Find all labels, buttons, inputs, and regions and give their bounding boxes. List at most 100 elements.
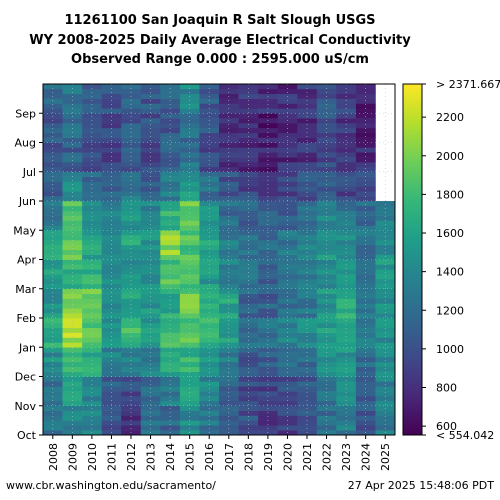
heatmap-cell-2020-Jul (277, 142, 298, 148)
heatmap-cell-2012-Jul (121, 166, 142, 173)
heatmap-cell-2014-May (160, 210, 181, 216)
heatmap-cell-2008-Oct (43, 425, 63, 431)
heatmap-cell-2017-Oct (219, 410, 239, 416)
heatmap-cell-2017-Feb (219, 298, 239, 304)
heatmap-cell-2019-Nov (258, 396, 278, 402)
heatmap-cell-2010-Aug (82, 132, 102, 138)
heatmap-cell-2011-Jul (101, 142, 122, 148)
footer-source-link[interactable]: www.cbr.washington.edu/sacramento/ (6, 479, 216, 492)
heatmap-cell-2016-Oct (199, 420, 220, 426)
heatmap-cell-2020-May (277, 215, 298, 221)
heatmap-cell-2013-Aug (140, 132, 161, 138)
heatmap-cell-2018-May (238, 220, 259, 226)
heatmap-cell-2020-Jul (277, 157, 298, 163)
y-tick-label: Apr (17, 254, 37, 267)
heatmap-cell-2014-Dec (160, 371, 181, 377)
heatmap-cell-2017-Nov (219, 396, 239, 402)
heatmap-cell-2024-Mar (355, 259, 376, 265)
heatmap-cell-2016-May (199, 215, 220, 221)
heatmap-cell-2012-Nov (121, 381, 142, 387)
heatmap-cell-2008-Dec (43, 366, 63, 372)
heatmap-cell-2024-Dec (355, 371, 376, 377)
heatmap-cell-2024-Jun (355, 176, 376, 182)
heatmap-cell-2020-Nov (277, 396, 298, 402)
heatmap-cell-2021-May (297, 201, 318, 207)
heatmap-cell-2017-Apr (219, 235, 239, 241)
chart-title-group: 11261100 San Joaquin R Salt Slough USGS … (29, 13, 411, 67)
heatmap-cell-2023-Jan (336, 322, 357, 329)
heatmap-cell-2024-Feb (355, 313, 376, 319)
heatmap-cell-2014-May (160, 225, 181, 231)
heatmap-cell-2015-Jul (179, 166, 200, 173)
heatmap-cell-2019-Oct (258, 415, 278, 421)
heatmap-cell-2021-Sep (297, 88, 318, 95)
heatmap-cell-2013-Jan (140, 327, 161, 333)
y-tick-label: Oct (17, 429, 37, 442)
heatmap-cell-2019-Feb (258, 308, 278, 314)
heatmap-cell-2022-Nov (316, 391, 337, 397)
heatmap-cell-2016-Apr (199, 254, 220, 260)
heatmap-cell-2025-Dec (375, 357, 396, 363)
heatmap-cell-2019-Feb (258, 298, 278, 304)
heatmap-cell-2025-May (375, 201, 396, 207)
heatmap-cell-2024-Mar (355, 279, 376, 285)
heatmap-cell-2015-Dec (179, 347, 200, 353)
heatmap-cell-2011-Dec (101, 366, 122, 372)
heatmap-cell-2021-Jul (297, 142, 318, 148)
heatmap-cell-2013-Sep (140, 84, 161, 90)
heatmap-cell-2017-Dec (219, 371, 239, 377)
heatmap-cell-2024-Jul (355, 147, 376, 153)
heatmap-cell-2023-Mar (336, 283, 357, 290)
heatmap-cell-2024-Dec (355, 357, 376, 363)
heatmap-cell-2010-Sep (82, 84, 102, 90)
heatmap-cell-2008-Sep (43, 88, 63, 95)
heatmap-cell-2023-Mar (336, 259, 357, 265)
heatmap-cell-2018-Sep (238, 98, 259, 104)
heatmap-cell-2011-Sep (101, 108, 122, 114)
y-axis: Oct Nov Dec Jan Feb Mar Apr May Jun Jul Aug Sep (13, 107, 43, 442)
heatmap-cell-2009-Sep (62, 98, 83, 104)
heatmap-cell-2010-Jan (82, 327, 102, 333)
heatmap-cell-2013-Oct (140, 415, 161, 421)
heatmap-cell-2008-Jul (43, 166, 63, 173)
heatmap-cell-2015-Feb (179, 313, 200, 319)
heatmap-cell-2024-Apr (355, 235, 376, 241)
heatmap-cell-2011-Oct (101, 425, 122, 431)
heatmap-cell-2017-Sep (219, 98, 239, 104)
heatmap-cell-2009-Jan (62, 332, 83, 338)
heatmap-cell-2018-Dec (238, 347, 259, 353)
heatmap-cell-2011-Jul (101, 152, 122, 158)
heatmap-cell-2014-Oct (160, 420, 181, 426)
heatmap-cell-2013-Jul (140, 157, 161, 163)
heatmap-cell-2022-Feb (316, 288, 337, 294)
heatmap-cell-2014-Jul (160, 166, 181, 173)
heatmap-cell-2008-Jan (43, 327, 63, 333)
heatmap-cell-2009-Jun (62, 196, 83, 202)
colorbar-tick-label: 1800 (436, 188, 464, 201)
heatmap-cell-2023-Mar (336, 264, 357, 270)
heatmap-cell-2014-Jul (160, 152, 181, 158)
heatmap-cell-2013-Jul (140, 147, 161, 153)
heatmap-cell-2013-Jan (140, 332, 161, 338)
heatmap-cell-2025-Oct (375, 420, 396, 426)
heatmap-cell-2015-Jul (179, 147, 200, 153)
heatmap-cell-2011-May (101, 201, 122, 207)
heatmap-cell-2016-Jan (199, 322, 220, 329)
heatmap-cell-2022-Jan (316, 327, 337, 333)
heatmap-cell-2008-Jun (43, 176, 63, 182)
heatmap-cell-2016-Jun (199, 191, 220, 197)
heatmap-cell-2015-Dec (179, 371, 200, 377)
heatmap-cell-2021-Sep (297, 98, 318, 104)
heatmap-cell-2015-Sep (179, 103, 200, 109)
heatmap-cell-2014-Feb (160, 308, 181, 314)
heatmap-cell-2009-Aug (62, 123, 83, 129)
heatmap-cell-2022-Nov (316, 376, 337, 382)
heatmap-cell-2010-Mar (82, 279, 102, 285)
heatmap-cell-2017-Oct (219, 420, 239, 426)
heatmap-cell-2020-Feb (277, 308, 298, 314)
heatmap-cell-2025-Dec (375, 352, 396, 358)
heatmap-cell-2008-Mar (43, 279, 63, 285)
heatmap-cell-2011-Aug (101, 132, 122, 138)
heatmap-cell-2011-May (101, 220, 122, 226)
heatmap-cell-2022-Jun (316, 191, 337, 197)
